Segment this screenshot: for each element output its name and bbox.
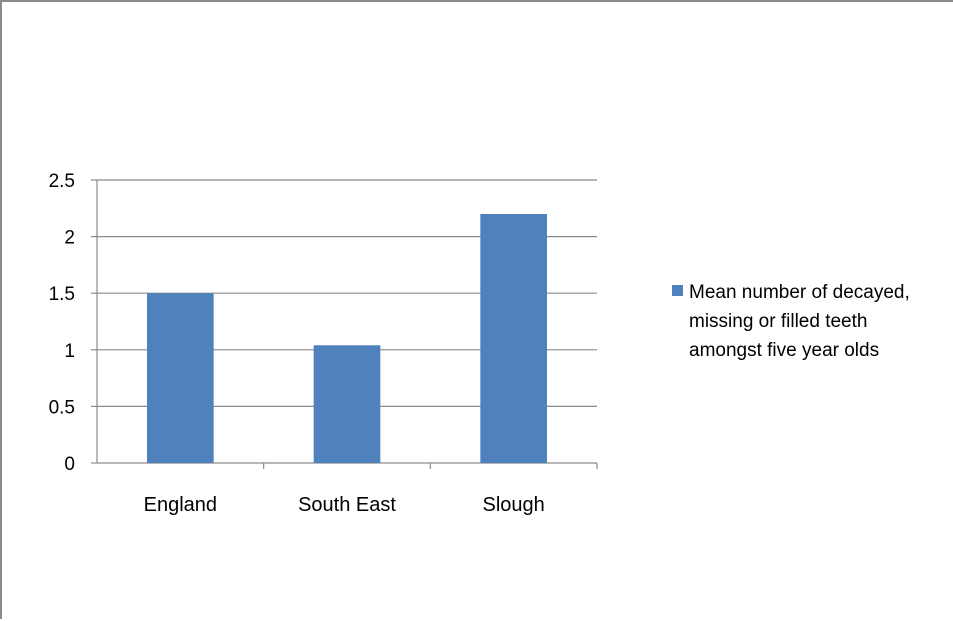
bar-south-east [313,345,381,463]
legend-label-line-3: amongst five year olds [689,340,879,361]
y-tick-label: 2.5 [49,171,75,192]
legend-label-line-1: Mean number of decayed, [689,282,910,303]
axis-labels: 0 0.5 1 1.5 2 2.5 England South East Slough [49,171,545,516]
legend: Mean number of decayed, missing or fille… [672,282,910,361]
bar-slough [480,213,547,463]
bar-england [147,293,214,463]
y-tick-label: 1 [64,341,75,362]
y-tick-label: 0.5 [49,397,75,418]
legend-swatch [672,285,683,296]
x-category-label: England [144,494,217,516]
x-category-label: South East [298,494,396,516]
x-category-label: Slough [483,494,545,516]
y-tick-label: 2 [64,228,75,249]
legend-label-line-2: missing or filled teeth [689,311,867,332]
y-tick-label: 0 [64,454,75,475]
y-tick-label: 1.5 [49,284,75,305]
bars [147,213,547,463]
